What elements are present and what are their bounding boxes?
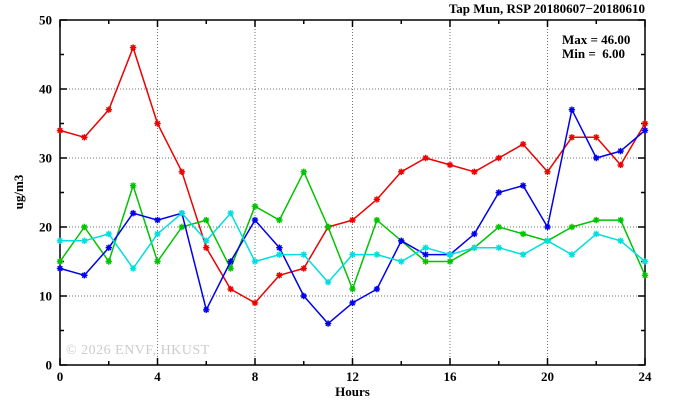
max-min-legend: Max = 46.00 Min = 6.00: [562, 33, 630, 61]
x-axis-label: Hours: [335, 384, 370, 399]
y-tick-label: 40: [39, 82, 52, 97]
x-tick-label: 20: [541, 369, 554, 384]
max-value-label: Max = 46.00: [562, 32, 631, 47]
series-line-cyan: [60, 212, 646, 283]
y-tick-label: 30: [39, 151, 52, 166]
y-axis-label: ug/m3: [11, 174, 26, 210]
y-tick-label: 20: [39, 220, 52, 235]
x-tick-label: 4: [154, 369, 161, 384]
y-tick-label: 10: [39, 289, 52, 304]
x-tick-label: 12: [346, 369, 359, 384]
x-tick-label: 24: [639, 369, 653, 384]
min-value-label: Min = 6.00: [562, 46, 626, 61]
y-tick-label: 0: [46, 358, 53, 373]
series-line-red: [59, 46, 646, 304]
y-tick-label: 50: [39, 13, 52, 28]
x-tick-label: 0: [57, 369, 64, 384]
watermark: © 2026 ENVF, HKUST: [66, 343, 210, 358]
x-tick-label: 8: [252, 369, 259, 384]
chart-title: Tap Mun, RSP 20180607−20180610: [448, 1, 645, 16]
x-tick-label: 16: [444, 369, 458, 384]
series-markers-green: [56, 168, 649, 293]
series-markers-cyan: [56, 210, 649, 286]
